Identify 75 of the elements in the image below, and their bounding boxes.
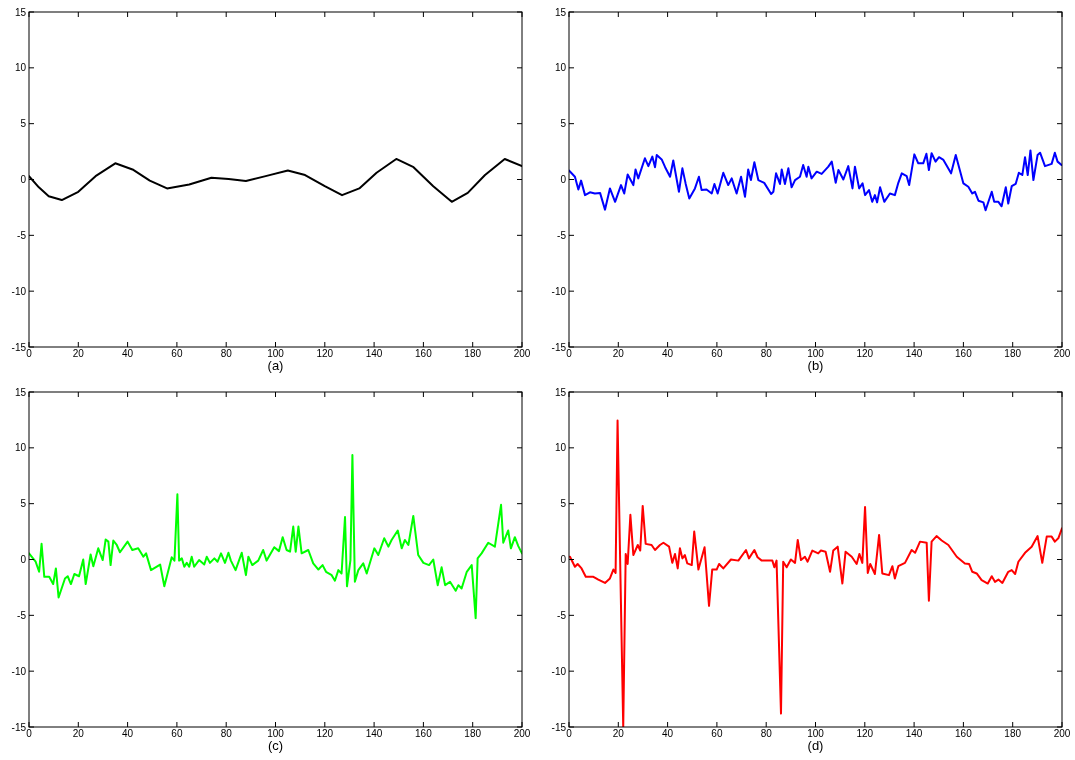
x-tick-label: 180 (1004, 728, 1022, 739)
x-axis-title: (b) (807, 358, 824, 373)
x-tick-label: 60 (171, 728, 183, 739)
x-tick-label: 200 (513, 728, 531, 739)
x-tick-label: 140 (905, 348, 923, 359)
y-tick-label: 10 (554, 62, 567, 74)
x-tick-label: 60 (171, 348, 183, 359)
x-tick-label: 100 (267, 348, 285, 359)
x-tick-label: 180 (1004, 348, 1022, 359)
x-tick-label: 200 (513, 348, 531, 359)
y-tick-label: 10 (14, 62, 27, 74)
y-tick-label: -10 (11, 285, 27, 297)
y-tick-label: -5 (557, 609, 567, 621)
x-tick-label: 40 (662, 348, 674, 359)
x-tick-label: 40 (122, 728, 134, 739)
x-tick-label: 120 (316, 728, 334, 739)
x-axis-title: (d) (807, 738, 824, 753)
x-tick-label: 40 (122, 348, 134, 359)
x-tick-label: 20 (72, 348, 85, 359)
x-tick-label: 120 (316, 348, 334, 359)
y-tick-label: 5 (20, 498, 27, 510)
x-tick-label: 120 (856, 728, 874, 739)
x-tick-label: 120 (856, 348, 874, 359)
line-series (569, 419, 1062, 727)
x-tick-label: 20 (612, 348, 625, 359)
y-tick-label: 5 (20, 118, 27, 130)
x-tick-label: 160 (955, 728, 973, 739)
x-tick-label: 80 (220, 728, 233, 739)
y-tick-label: 0 (560, 174, 567, 185)
x-axis-title: (a) (267, 358, 284, 373)
y-tick-label: 10 (554, 442, 567, 454)
x-tick-label: 140 (365, 348, 383, 359)
y-tick-label: -15 (11, 341, 27, 353)
y-tick-label: -5 (17, 229, 27, 241)
y-tick-label: -15 (551, 341, 567, 353)
x-tick-label: 200 (1053, 728, 1071, 739)
x-tick-label: 160 (415, 348, 433, 359)
x-tick-label: 180 (464, 728, 482, 739)
y-tick-label: 0 (20, 174, 27, 185)
x-tick-label: 140 (365, 728, 383, 739)
x-tick-label: 20 (612, 728, 625, 739)
x-tick-label: 180 (464, 348, 482, 359)
x-tick-label: 100 (267, 728, 285, 739)
x-tick-label: 100 (807, 728, 825, 739)
line-series (29, 454, 522, 620)
x-tick-label: 80 (760, 348, 773, 359)
y-tick-label: -10 (551, 285, 567, 297)
y-tick-label: 5 (560, 498, 567, 510)
y-tick-label: 10 (14, 442, 27, 454)
y-tick-label: -10 (551, 665, 567, 677)
y-tick-label: 0 (560, 554, 567, 565)
x-tick-label: 100 (807, 348, 825, 359)
y-tick-label: -15 (11, 721, 27, 733)
x-tick-label: 60 (711, 728, 723, 739)
y-tick-label: 15 (554, 386, 567, 398)
x-tick-label: 60 (711, 348, 723, 359)
y-tick-label: 5 (560, 118, 567, 130)
y-tick-label: 15 (14, 6, 27, 18)
x-tick-label: 80 (220, 348, 233, 359)
y-tick-label: 15 (14, 386, 27, 398)
y-tick-label: -5 (557, 229, 567, 241)
x-tick-label: 20 (72, 728, 85, 739)
y-tick-label: 15 (554, 6, 567, 18)
y-tick-label: 0 (20, 554, 27, 565)
y-tick-label: -5 (17, 609, 27, 621)
x-tick-label: 140 (905, 728, 923, 739)
y-tick-label: -15 (551, 721, 567, 733)
x-tick-label: 160 (415, 728, 433, 739)
y-tick-label: -10 (11, 665, 27, 677)
line-series (569, 149, 1062, 212)
x-tick-label: 200 (1053, 348, 1071, 359)
x-axis-title: (c) (267, 738, 284, 753)
x-tick-label: 40 (662, 728, 674, 739)
x-tick-label: 160 (955, 348, 973, 359)
x-tick-label: 80 (760, 728, 773, 739)
